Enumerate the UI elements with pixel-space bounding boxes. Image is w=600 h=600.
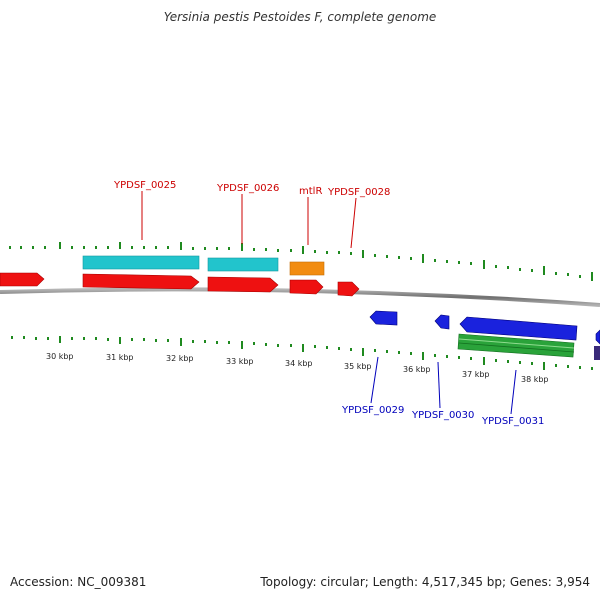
gene-label-0025[interactable]: YPDSF_0025 — [113, 180, 176, 191]
inner-tick-row — [11, 336, 593, 370]
gene-label-mtlr[interactable]: mtlR — [299, 186, 322, 197]
cds-feature-0026[interactable] — [207, 257, 279, 272]
accession-text: Accession: NC_009381 — [10, 575, 147, 589]
forward-gene-arrow[interactable] — [0, 272, 45, 287]
forward-label-leaders — [141, 191, 357, 249]
gene-label-0029[interactable]: YPDSF_0029 — [341, 405, 404, 416]
gene-label-0028[interactable]: YPDSF_0028 — [327, 187, 390, 198]
reverse-feature-block[interactable] — [457, 333, 575, 358]
gene-label-0030[interactable]: YPDSF_0030 — [411, 410, 474, 421]
scale-label-31: 31 kbp — [106, 353, 134, 362]
reverse-gene-arrow[interactable] — [369, 310, 398, 326]
reverse-feature-track — [457, 333, 600, 360]
forward-gene-arrow[interactable] — [289, 279, 324, 295]
scale-label-30: 30 kbp — [46, 352, 74, 361]
gene-label-0026[interactable]: YPDSF_0026 — [216, 183, 279, 194]
scale-label-32: 32 kbp — [166, 354, 194, 363]
scale-label-37: 37 kbp — [462, 370, 490, 379]
map-title: Yersinia pestis Pestoides F, complete ge… — [163, 10, 437, 24]
reverse-label-leaders — [370, 356, 517, 415]
forward-gene-arrow[interactable] — [82, 273, 200, 290]
gene-label-0031[interactable]: YPDSF_0031 — [481, 416, 544, 427]
scale-label-34: 34 kbp — [285, 359, 313, 368]
reverse-feature-block[interactable] — [594, 346, 600, 360]
scale-label-35: 35 kbp — [344, 362, 372, 371]
scale-label-38: 38 kbp — [521, 375, 549, 384]
reverse-gene-track — [369, 310, 600, 345]
rrna-feature-mtlr[interactable] — [289, 261, 325, 276]
forward-feature-track — [82, 255, 325, 276]
reverse-gene-labels: YPDSF_0029 YPDSF_0030 YPDSF_0031 — [341, 405, 544, 427]
cds-feature-0025[interactable] — [82, 255, 200, 270]
genome-summary-text: Topology: circular; Length: 4,517,345 bp… — [260, 575, 590, 589]
reverse-gene-arrow[interactable] — [434, 314, 450, 330]
forward-gene-labels: YPDSF_0025 YPDSF_0026 mtlR YPDSF_0028 — [113, 180, 390, 198]
forward-gene-arrow[interactable] — [207, 276, 279, 293]
forward-gene-track — [0, 272, 360, 297]
outer-tick-row — [9, 242, 593, 281]
reverse-gene-arrow[interactable] — [459, 316, 578, 341]
scale-labels: 30 kbp 31 kbp 32 kbp 33 kbp 34 kbp 35 kb… — [46, 352, 549, 384]
scale-label-33: 33 kbp — [226, 357, 254, 366]
reverse-gene-arrow[interactable] — [595, 329, 600, 345]
forward-gene-arrow[interactable] — [337, 281, 360, 297]
scale-label-36: 36 kbp — [403, 365, 431, 374]
